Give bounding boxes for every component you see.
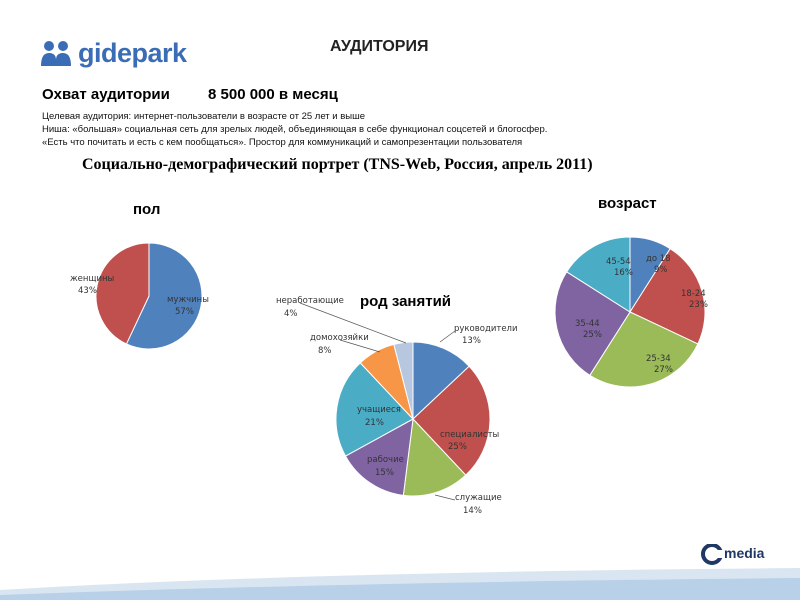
occupation-slice-label-3: рабочие [367, 455, 404, 465]
age-slice-label-0: до 18 [646, 254, 671, 264]
age-pie [554, 236, 706, 388]
age-slice-label-1: 18-24 [681, 289, 706, 299]
occupation-slice-value-4: 21% [365, 418, 384, 428]
occupation-slice-label-5: домохозяйки [310, 333, 369, 343]
gender-slice-label-1: женщины [70, 274, 114, 284]
age-slice-value-2: 27% [654, 365, 673, 375]
occupation-slice-4 [335, 362, 414, 457]
occupation-slice-value-1: 25% [448, 442, 467, 452]
reach-label: Охват аудитории [42, 86, 170, 103]
gender-slice-value-0: 57% [175, 307, 194, 317]
gender-chart-title: пол [133, 201, 161, 218]
occupation-slice-value-5: 8% [318, 346, 332, 356]
occupation-slice-3 [344, 418, 414, 496]
occupation-slice-label-4: учащиеся [357, 405, 401, 415]
gender-slice-1 [95, 242, 150, 345]
occupation-slice-label-1: специалисты [440, 430, 499, 440]
age-slice-label-4: 45-54 [606, 257, 631, 267]
age-slice-value-3: 25% [583, 330, 602, 340]
occupation-slice-0 [412, 341, 470, 421]
reach-value: 8 500 000 в месяц [208, 86, 338, 103]
occupation-slice-value-0: 13% [462, 336, 481, 346]
footer-wave [0, 568, 800, 600]
occupation-leader-line-0 [439, 330, 456, 343]
age-slice-value-4: 16% [614, 268, 633, 278]
age-slice-3 [554, 271, 631, 377]
gender-slice-label-0: мужчины [167, 295, 209, 305]
occupation-slice-label-6: неработающие [276, 296, 344, 306]
occupation-slice-1 [412, 365, 491, 476]
occupation-leader-line-2 [339, 339, 381, 353]
portrait-title: Социально-демографический портрет (TNS-W… [82, 156, 593, 173]
age-slice-label-3: 35-44 [575, 319, 600, 329]
occupation-slice-value-6: 4% [284, 309, 298, 319]
age-slice-label-2: 25-34 [646, 354, 671, 364]
slogan-text: «Есть что почитать и есть с кем пообщать… [42, 137, 523, 148]
occupation-slice-value-3: 15% [375, 468, 394, 478]
occupation-slice-label-2: служащие [455, 493, 502, 503]
age-chart-title: возраст [598, 195, 657, 212]
occupation-leader-line-3 [299, 302, 407, 344]
c-media-logo-icon [701, 544, 724, 565]
footer-logo-text: media [724, 545, 765, 561]
gender-pie [95, 242, 203, 350]
age-slice-1 [629, 247, 706, 345]
niche-text: Ниша: «большая» социальная сеть для зрел… [42, 124, 548, 135]
occupation-slice-2 [402, 417, 467, 497]
slide-title: АУДИТОРИЯ [330, 38, 429, 55]
age-slice-value-0: 9% [654, 265, 668, 275]
occupation-slice-6 [393, 341, 414, 420]
occupation-slice-value-2: 14% [463, 506, 482, 516]
logo-text: gidepark [78, 38, 187, 68]
occupation-chart-title: род занятий [360, 293, 452, 310]
gidepark-logo [41, 41, 71, 66]
age-slice-value-1: 23% [689, 300, 708, 310]
age-slice-2 [589, 311, 699, 388]
occupation-leader-line-1 [434, 494, 456, 501]
gender-slice-0 [125, 242, 203, 350]
gender-slice-value-1: 43% [78, 286, 97, 296]
pie-labels: мужчины 57% женщины 43% руководители 13% специ… [70, 254, 708, 516]
target-audience-text: Целевая аудитория: интернет-пользователи… [42, 111, 366, 122]
occupation-slice-label-0: руководители [454, 324, 518, 334]
occupation-pie [335, 341, 491, 497]
people-icon [41, 41, 71, 66]
age-slice-4 [565, 236, 631, 313]
